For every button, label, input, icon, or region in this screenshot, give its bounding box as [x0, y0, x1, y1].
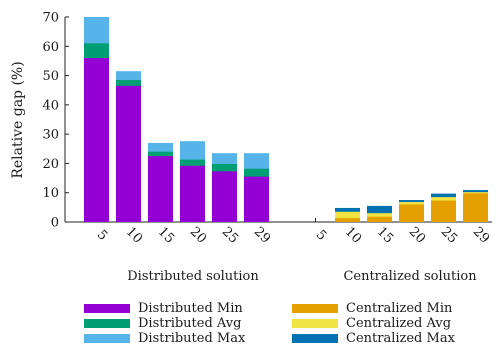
bar-distributed-min — [84, 58, 109, 222]
x-tick-label: 25 — [219, 224, 241, 246]
bar-centralized-min — [367, 216, 392, 222]
x-tick-label: 15 — [155, 224, 177, 246]
bar-distributed-min — [244, 176, 269, 222]
y-tick-label: 30 — [42, 128, 59, 143]
legend-label: Distributed Max — [138, 330, 246, 346]
bar-centralized-min — [463, 193, 488, 222]
bars — [84, 17, 488, 222]
y-tick-label: 40 — [42, 98, 59, 113]
legend-label: Centralized Avg — [346, 315, 452, 331]
x-tick-label: 20 — [187, 224, 209, 246]
x-tick-label: 10 — [123, 224, 145, 246]
legend-item-centralized-min: Centralized Min — [292, 300, 452, 316]
legend-swatch — [84, 333, 130, 343]
x-tick-label: 5 — [94, 227, 110, 243]
bar-distributed-min — [180, 165, 205, 222]
legend-label: Centralized Max — [346, 330, 455, 346]
y-tick-label: 70 — [42, 11, 59, 26]
legend-label: Centralized Min — [346, 300, 453, 316]
bar-distributed-min — [212, 171, 237, 222]
legend: Distributed Min Distributed Avg Distribu… — [84, 296, 496, 346]
legend-swatch — [84, 318, 130, 328]
bar-centralized-min — [399, 204, 424, 222]
bar-distributed-min — [116, 85, 141, 222]
legend-label: Distributed Avg — [138, 315, 242, 331]
group-label: Centralized solution — [343, 269, 477, 284]
legend-swatch — [292, 303, 338, 313]
x-tick-label: 15 — [374, 224, 396, 246]
legend-label: Distributed Min — [138, 300, 243, 316]
legend-item-centralized-avg: Centralized Avg — [292, 315, 451, 331]
bar-distributed-min — [148, 156, 173, 222]
y-tick-label: 50 — [42, 69, 59, 84]
y-tick-label: 10 — [42, 186, 59, 201]
x-tick-label: 29 — [251, 224, 273, 246]
legend-item-distributed-avg: Distributed Avg — [84, 315, 241, 331]
bar-centralized-min — [335, 218, 360, 222]
y-tick-label: 20 — [42, 157, 59, 172]
y-tick-label: 60 — [42, 40, 59, 55]
legend-swatch — [292, 318, 338, 328]
y-axis-label: Relative gap (%) — [10, 61, 26, 178]
legend-swatch — [84, 303, 130, 313]
x-tick-label: 5 — [313, 227, 329, 243]
x-tick-label: 29 — [470, 224, 492, 246]
x-tick-label: 25 — [438, 224, 460, 246]
legend-item-centralized-max: Centralized Max — [292, 330, 455, 346]
labels: 0 10 20 30 40 50 60 70 5 10 15 20 25 29 Distributed so… — [42, 11, 492, 285]
legend-item-distributed-min: Distributed Min — [84, 300, 243, 316]
y-tick-label: 0 — [51, 216, 59, 231]
group-label: Distributed solution — [127, 269, 259, 284]
x-tick-label: 10 — [342, 224, 364, 246]
legend-item-distributed-max: Distributed Max — [84, 330, 245, 346]
bar-centralized-avg — [335, 211, 360, 222]
legend-swatch — [292, 333, 338, 343]
x-tick-label: 20 — [406, 224, 428, 246]
bar-centralized-min — [431, 200, 456, 222]
